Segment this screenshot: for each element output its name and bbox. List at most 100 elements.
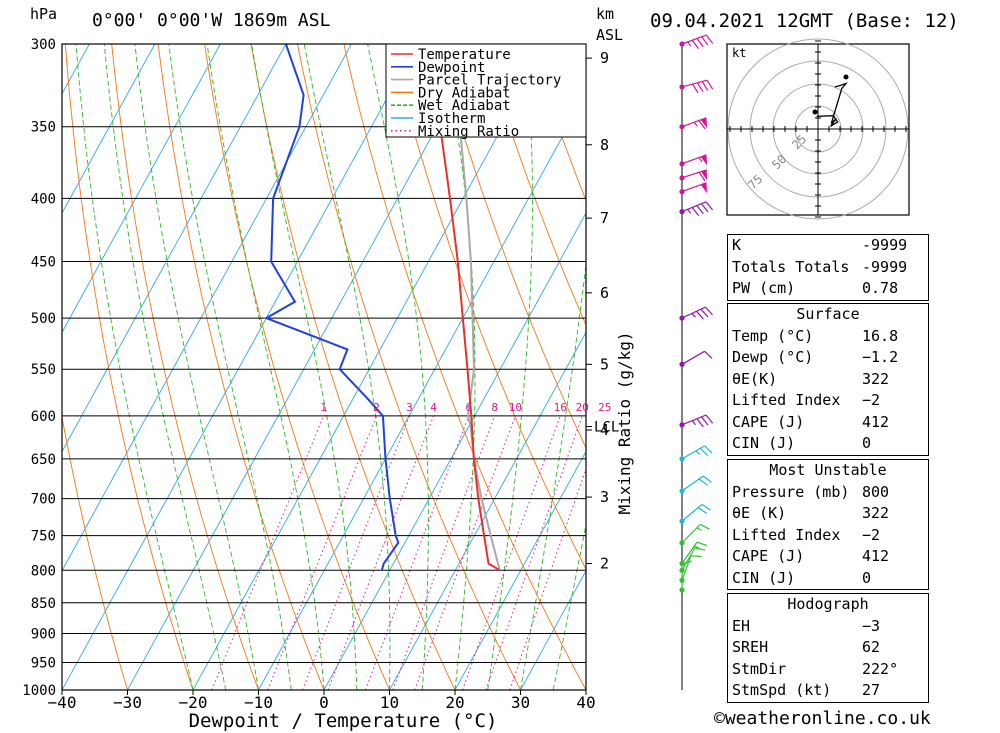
wind-barb-feather bbox=[696, 82, 704, 93]
isotherm-lines bbox=[0, 44, 586, 690]
wind-barb-feather bbox=[696, 418, 704, 428]
wind-barbs bbox=[679, 34, 714, 593]
wind-barb bbox=[679, 117, 708, 130]
mixing-ratio-tick-label: 20 bbox=[576, 401, 589, 414]
mixing-ratio-line bbox=[211, 415, 325, 690]
mixing-ratio-tick-label: 16 bbox=[554, 401, 567, 414]
height-tick-label: 6 bbox=[600, 284, 609, 302]
wind-barb bbox=[679, 475, 712, 494]
height-tick-label: 2 bbox=[600, 555, 609, 573]
height-tick-label: 5 bbox=[600, 355, 609, 373]
mu-cape-label: CAPE (J) bbox=[732, 547, 805, 565]
wind-barb-dot bbox=[679, 587, 685, 593]
wind-barb-staff bbox=[681, 541, 698, 564]
mixing-ratio-tick-label: 3 bbox=[406, 401, 413, 414]
mu-pressure-label: Pressure (mb) bbox=[732, 482, 850, 501]
credit-link[interactable]: ©weatheronline.co.uk bbox=[714, 708, 931, 729]
indices-table: K -9999 Totals Totals -9999 PW (cm) 0.78 bbox=[727, 234, 929, 301]
temperature-tick-label: 20 bbox=[445, 693, 464, 712]
asl-unit-label: ASL bbox=[596, 26, 624, 44]
hodo-params-title: Hodograph bbox=[787, 595, 869, 613]
surface-table: Surface Temp (°C) 16.8 Dewp (°C) −1.2 θE(K… bbox=[727, 303, 929, 456]
wind-barb-feather bbox=[700, 523, 710, 530]
legend-label: Dewpoint bbox=[418, 60, 485, 76]
mixing-ratio-line bbox=[392, 415, 496, 690]
wind-barb-feather bbox=[704, 445, 713, 454]
isotherm-line bbox=[0, 44, 24, 690]
pw-value: 0.78 bbox=[862, 279, 899, 297]
pw-row: PW (cm) 0.78 bbox=[728, 278, 928, 300]
stmdir-label: StmDir bbox=[732, 659, 787, 678]
temperature-axis: −40 −30 −20 −10 0 10 20 30 40 bbox=[48, 690, 596, 712]
mu-cin-value: 0 bbox=[862, 568, 872, 587]
mixing-ratio-tick-label: 8 bbox=[491, 401, 498, 414]
wind-barb-feather bbox=[698, 120, 706, 130]
wind-barb-feather bbox=[698, 171, 706, 182]
pw-label: PW (cm) bbox=[732, 279, 796, 297]
totals-row: Totals Totals -9999 bbox=[728, 257, 928, 279]
wind-barb-half-feather bbox=[698, 157, 703, 163]
pressure-tick-label: 900 bbox=[31, 626, 56, 642]
hodograph-unit-label: kt bbox=[732, 46, 746, 60]
surface-cape-label: CAPE (J) bbox=[732, 412, 805, 431]
wind-barb-feather bbox=[696, 205, 704, 215]
wind-barb-dot bbox=[679, 161, 685, 167]
hodograph-params-table: Hodograph EH −3 SREH 62 StmDir 222° StmSpd … bbox=[727, 593, 929, 703]
wind-barb-staff bbox=[681, 523, 701, 544]
pressure-tick-label: 750 bbox=[31, 529, 56, 545]
wet-adiabat-line bbox=[168, 44, 292, 690]
tt-value: -9999 bbox=[862, 257, 908, 276]
wind-barb-feather bbox=[701, 416, 709, 426]
wind-barb-dot bbox=[679, 456, 685, 462]
wind-barb-staff bbox=[681, 34, 707, 45]
wind-barb-dot bbox=[679, 540, 685, 546]
wind-barb-staff bbox=[681, 445, 705, 460]
hodograph-storm-motion bbox=[812, 109, 818, 115]
wind-barb bbox=[679, 201, 714, 217]
stmdir-value: 222° bbox=[862, 659, 899, 678]
wind-barb bbox=[679, 547, 706, 573]
wind-barb-staff bbox=[681, 503, 703, 522]
tt-label: Totals Totals bbox=[732, 257, 850, 276]
surface-li-label: Lifted Index bbox=[732, 391, 841, 409]
wind-barb-feather bbox=[681, 560, 693, 565]
wind-barb-dot bbox=[679, 189, 685, 195]
wind-barb bbox=[679, 34, 714, 49]
wind-barb-staff bbox=[681, 350, 705, 365]
pressure-tick-label: 350 bbox=[31, 120, 56, 136]
temperature-tick-label: −20 bbox=[179, 693, 208, 712]
isotherm-line bbox=[520, 569, 586, 690]
wind-barb-pennant bbox=[700, 117, 708, 129]
wind-barb-dot bbox=[679, 422, 685, 428]
isotherm-line bbox=[454, 450, 586, 690]
dry-adiabat-line bbox=[482, 44, 586, 327]
isotherm-line bbox=[127, 44, 483, 690]
km-unit-label: km bbox=[596, 5, 615, 23]
isotherm-line bbox=[62, 44, 352, 572]
mixing-ratio-line bbox=[302, 415, 410, 690]
legend-label: Parcel Trajectory bbox=[418, 73, 561, 89]
wind-barb-dot bbox=[679, 315, 685, 321]
surface-dewp-label: Dewp (°C) bbox=[732, 348, 814, 366]
temperature-tick-label: −30 bbox=[113, 693, 142, 712]
wind-barb-pennant bbox=[700, 154, 708, 166]
mixing-ratio-tick-label: 4 bbox=[430, 401, 437, 414]
wind-barb bbox=[679, 79, 714, 94]
mixing-ratio-lines bbox=[211, 415, 586, 690]
isotherm-line bbox=[389, 331, 586, 690]
dry-adiabat-line bbox=[948, 44, 1000, 690]
wind-barb-half-feather bbox=[693, 545, 700, 549]
surface-thetae-value: 322 bbox=[862, 369, 890, 388]
surface-dewp-value: −1.2 bbox=[862, 348, 899, 366]
wind-barb-feather bbox=[705, 414, 714, 424]
isotherm-line bbox=[62, 44, 221, 334]
wind-barb-staff bbox=[681, 201, 707, 213]
wet-adiabat-line bbox=[367, 44, 429, 690]
mixing-ratio-tick-label: 6 bbox=[465, 401, 472, 414]
dry-adiabat-line bbox=[157, 44, 325, 690]
temperature-tick-label: 40 bbox=[576, 693, 595, 712]
isotherm-line bbox=[62, 44, 418, 690]
wet-adiabat-line bbox=[442, 44, 476, 690]
